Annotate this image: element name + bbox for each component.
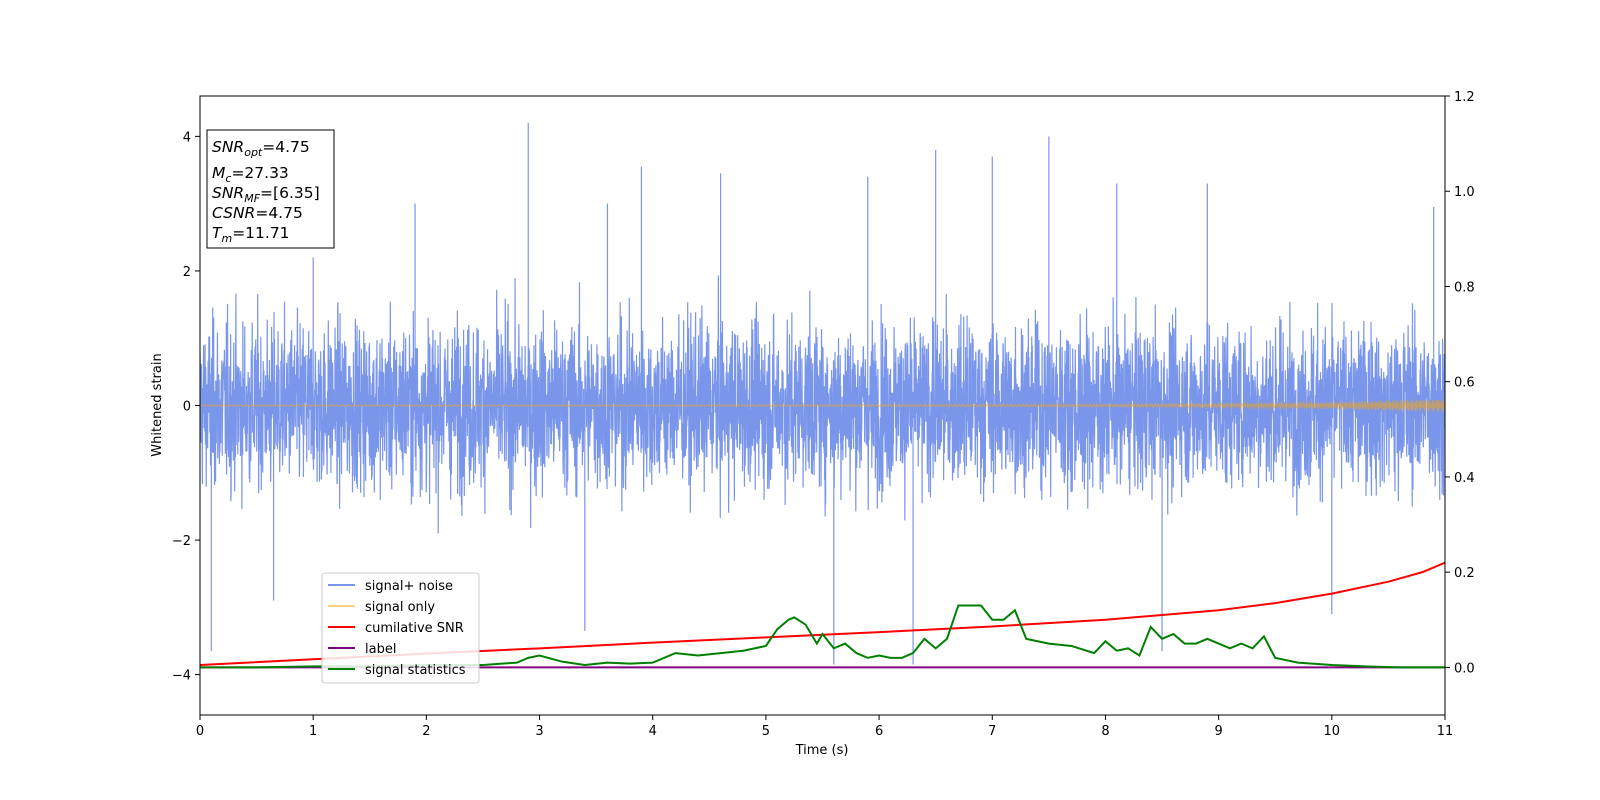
legend-entry-cumulative-snr: cumilative SNR: [328, 621, 464, 636]
series-layer: [200, 122, 1445, 669]
y-tick-label: −4: [172, 669, 191, 684]
legend-entry-signal-only: signal only: [328, 600, 435, 615]
x-tick-label: 5: [762, 724, 770, 739]
annotation-snr-opt: SNRopt=4.75: [212, 138, 310, 159]
y-tick-label: 4: [183, 130, 191, 145]
legend-entry-signal-statistics: signal statistics: [328, 663, 466, 678]
x-tick-label: 2: [422, 724, 430, 739]
x-tick-label: 11: [1437, 724, 1454, 739]
annotation-tm: Tm=11.71: [212, 224, 290, 245]
series-signal-noise: [200, 122, 1445, 665]
x-tick-label: 10: [1324, 724, 1341, 739]
x-axis: 0 1 2 3 4 5 6 7 8 9 10 11: [196, 715, 1453, 739]
legend-frame: [321, 572, 480, 684]
legend-entry-signal-noise: signal+ noise: [328, 579, 453, 594]
y-axis-label: Whitened strain: [150, 353, 165, 456]
y-tick-label: 0: [183, 400, 191, 415]
series-signal-only: [200, 399, 1445, 413]
legend: signal+ noise signal only cumilative SNR…: [321, 572, 480, 684]
y2-tick-label: 0.4: [1454, 471, 1475, 486]
x-tick-label: 8: [1101, 724, 1109, 739]
annotation-csnr: CSNR=4.75: [212, 204, 303, 222]
y-tick-label: 2: [183, 265, 191, 280]
y2-tick-label: 0.0: [1454, 661, 1475, 676]
legend-label-cumulative-snr: cumilative SNR: [365, 621, 464, 636]
x-tick-label: 4: [649, 724, 657, 739]
legend-label-signal-noise: signal+ noise: [365, 579, 453, 594]
x-tick-label: 6: [875, 724, 883, 739]
y-tick-label: −2: [172, 534, 191, 549]
annotation-frame: [206, 129, 335, 249]
legend-label-label: label: [365, 642, 396, 657]
annotation-box: SNRopt=4.75 Mc=27.33 SNRMF=[6.35] CSNR=4…: [206, 129, 335, 249]
y2-tick-label: 1.2: [1454, 90, 1475, 105]
x-tick-label: 3: [535, 724, 543, 739]
y-axis-left: −4 −2 0 2 4: [172, 130, 200, 684]
series-signal-statistics: [200, 604, 1445, 669]
x-tick-label: 0: [196, 724, 204, 739]
y2-tick-label: 0.6: [1454, 376, 1475, 391]
y2-tick-label: 0.8: [1454, 280, 1475, 295]
series-cumulative-snr: [200, 561, 1445, 666]
x-tick-label: 9: [1214, 724, 1222, 739]
y2-tick-label: 0.2: [1454, 566, 1475, 581]
x-axis-label: Time (s): [795, 743, 849, 758]
x-tick-label: 1: [309, 724, 317, 739]
y-axis-right: 0.0 0.2 0.4 0.6 0.8 1.0 1.2: [1445, 90, 1475, 676]
legend-label-signal-only: signal only: [365, 600, 435, 615]
y2-tick-label: 1.0: [1454, 185, 1475, 200]
legend-label-signal-statistics: signal statistics: [365, 663, 466, 678]
annotation-snr-mf: SNRMF=[6.35]: [212, 184, 320, 205]
annotation-mc: Mc=27.33: [212, 164, 289, 185]
legend-entry-label: label: [328, 642, 396, 657]
x-tick-label: 7: [988, 724, 996, 739]
